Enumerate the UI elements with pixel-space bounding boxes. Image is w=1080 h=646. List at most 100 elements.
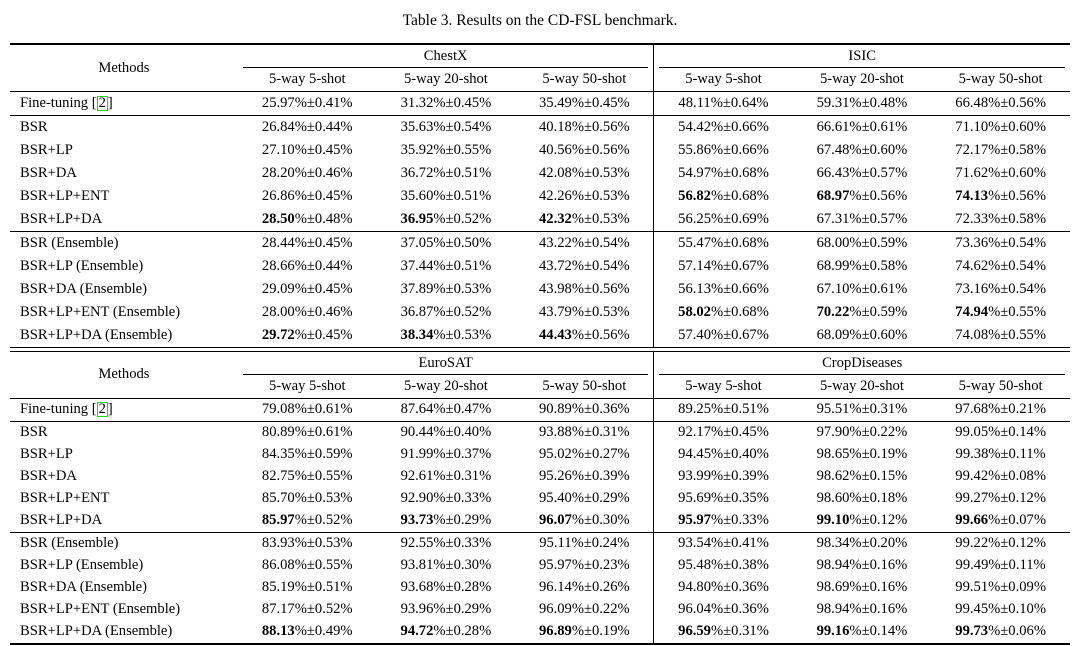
- method-label: BSR: [20, 119, 48, 135]
- result-cell: 36.95%±0.52%: [400, 211, 492, 227]
- result-cell: 29.72%±0.45%: [261, 327, 353, 343]
- citation-link[interactable]: 2: [96, 401, 108, 417]
- result-cell: 55.86%±0.66%: [678, 142, 769, 158]
- method-label: BSR+LP: [20, 142, 73, 158]
- result-cell: 96.07%±0.30%: [515, 509, 655, 532]
- result-cell: 79.08%±0.61%: [237, 398, 377, 422]
- table-row: BSR+LP 84.35%±0.59% 91.99%±0.37% 95.02%±0.2…: [10, 443, 1070, 466]
- result-cell: 56.82%±0.68%: [678, 188, 769, 204]
- shot-header: 5-way 5-shot: [237, 68, 377, 92]
- result-cell: 72.17%±0.58%: [955, 142, 1046, 158]
- result-cell: 57.14%±0.67%: [678, 258, 769, 274]
- method-label: BSR+LP+DA (Ensemble): [20, 327, 173, 343]
- method-label: BSR (Ensemble): [10, 231, 238, 255]
- result-cell: 73.36%±0.54%: [931, 231, 1070, 255]
- result-cell: 56.13%±0.66%: [678, 281, 769, 297]
- table-row: BSR+LP+DA 28.50%±0.48% 36.95%±0.52% 42.32%±…: [10, 208, 1070, 232]
- methods-header: Methods: [10, 351, 238, 399]
- result-cell: 94.45%±0.40%: [678, 446, 769, 462]
- table-row: BSR (Ensemble) 28.44%±0.45% 37.05%±0.50% 43…: [10, 231, 1070, 255]
- result-cell: 91.99%±0.37%: [400, 446, 492, 462]
- result-cell: 25.97%±0.41%: [237, 91, 377, 116]
- result-cell: 99.45%±0.10%: [955, 601, 1046, 617]
- method-label: Fine-tuning [2]: [10, 398, 238, 422]
- result-cell: 95.26%±0.39%: [515, 465, 655, 488]
- method-label: BSR+DA: [20, 468, 77, 484]
- result-cell: 66.61%±0.61%: [816, 119, 908, 135]
- dataset-header-chestx: ChestX: [237, 44, 655, 68]
- result-cell: 98.65%±0.19%: [816, 446, 908, 462]
- table-row: BSR+LP+ENT (Ensemble) 87.17%±0.52% 93.96%±…: [10, 598, 1070, 621]
- result-cell: 99.27%±0.12%: [955, 490, 1046, 506]
- result-cell: 89.25%±0.51%: [653, 398, 793, 422]
- result-cell: 99.22%±0.12%: [931, 531, 1070, 555]
- result-cell: 42.08%±0.53%: [515, 162, 655, 185]
- results-table-bottom: Methods EuroSAT CropDiseases 5-way 5-sho…: [10, 350, 1070, 645]
- result-cell: 98.69%±0.16%: [816, 579, 908, 595]
- result-cell: 72.33%±0.58%: [955, 211, 1046, 227]
- result-cell: 36.72%±0.51%: [400, 165, 492, 181]
- result-cell: 56.25%±0.69%: [678, 211, 769, 227]
- result-cell: 71.10%±0.60%: [955, 119, 1046, 135]
- result-cell: 93.88%±0.31%: [515, 421, 655, 444]
- result-cell: 68.00%±0.59%: [792, 231, 932, 255]
- result-cell: 98.94%±0.16%: [816, 601, 908, 617]
- result-cell: 92.90%±0.33%: [400, 490, 492, 506]
- shot-header: 5-way 50-shot: [515, 374, 655, 399]
- table-row: BSR+LP+ENT 26.86%±0.45% 35.60%±0.51% 42.26%…: [10, 185, 1070, 208]
- result-cell: 93.96%±0.29%: [400, 601, 492, 617]
- results-tables: Methods ChestX ISIC 5-way 5-shot 5-way 2…: [10, 43, 1070, 645]
- method-label: Fine-tuning [2]: [10, 91, 238, 116]
- result-cell: 85.19%±0.51%: [261, 579, 353, 595]
- table-row: BSR+DA 82.75%±0.55% 92.61%±0.31% 95.26%±0.3…: [10, 465, 1070, 488]
- method-label: BSR+DA: [20, 165, 77, 181]
- table-row: BSR (Ensemble) 83.93%±0.53% 92.55%±0.33% 95…: [10, 531, 1070, 555]
- result-cell: 43.22%±0.54%: [515, 231, 655, 255]
- result-cell: 35.49%±0.45%: [515, 91, 655, 116]
- result-cell: 87.17%±0.52%: [261, 601, 353, 617]
- table-row: BSR+LP+ENT (Ensemble) 28.00%±0.46% 36.87%±…: [10, 301, 1070, 324]
- result-cell: 99.16%±0.14%: [816, 623, 908, 639]
- shot-header: 5-way 5-shot: [653, 68, 793, 92]
- result-cell: 73.16%±0.54%: [955, 281, 1046, 297]
- result-cell: 26.86%±0.45%: [261, 188, 353, 204]
- result-cell: 93.99%±0.39%: [678, 468, 769, 484]
- result-cell: 31.32%±0.45%: [376, 91, 516, 116]
- result-cell: 66.43%±0.57%: [816, 165, 908, 181]
- result-cell: 99.05%±0.14%: [955, 424, 1046, 440]
- result-cell: 66.48%±0.56%: [931, 91, 1070, 116]
- shot-header-row: 5-way 5-shot 5-way 20-shot 5-way 50-shot…: [10, 374, 1070, 399]
- table-row: BSR 80.89%±0.61% 90.44%±0.40% 93.88%±0.31% 9…: [10, 421, 1070, 444]
- result-cell: 99.10%±0.12%: [816, 512, 908, 528]
- result-cell: 38.34%±0.53%: [400, 327, 492, 343]
- citation-link[interactable]: 2: [96, 95, 108, 111]
- result-cell: 43.98%±0.56%: [515, 278, 655, 301]
- shot-header: 5-way 20-shot: [792, 374, 932, 399]
- method-label: BSR+LP+DA: [20, 512, 103, 528]
- result-cell: 35.60%±0.51%: [400, 188, 492, 204]
- result-cell: 54.42%±0.66%: [678, 119, 769, 135]
- result-cell: 40.56%±0.56%: [515, 139, 655, 162]
- result-cell: 85.97%±0.52%: [261, 512, 353, 528]
- result-cell: 99.51%±0.09%: [955, 579, 1046, 595]
- method-label: BSR+LP (Ensemble): [20, 557, 144, 573]
- shot-header: 5-way 50-shot: [931, 374, 1070, 399]
- result-cell: 97.90%±0.22%: [816, 424, 908, 440]
- table-row: BSR+DA 28.20%±0.46% 36.72%±0.51% 42.08%±0.5…: [10, 162, 1070, 185]
- result-cell: 28.00%±0.46%: [261, 304, 353, 320]
- result-cell: 82.75%±0.55%: [261, 468, 353, 484]
- result-cell: 59.31%±0.48%: [792, 91, 932, 116]
- result-cell: 90.89%±0.36%: [515, 398, 655, 422]
- result-cell: 43.79%±0.53%: [515, 301, 655, 324]
- result-cell: 99.66%±0.07%: [955, 512, 1046, 528]
- method-label: BSR+LP+ENT: [20, 188, 110, 204]
- result-cell: 74.13%±0.56%: [955, 188, 1046, 204]
- method-label: BSR+DA (Ensemble): [20, 579, 148, 595]
- result-cell: 67.31%±0.57%: [816, 211, 908, 227]
- result-cell: 54.97%±0.68%: [678, 165, 769, 181]
- shot-header: 5-way 5-shot: [237, 374, 377, 399]
- result-cell: 95.51%±0.31%: [792, 398, 932, 422]
- table-row: BSR+DA (Ensemble) 85.19%±0.51% 93.68%±0.28…: [10, 576, 1070, 599]
- result-cell: 95.97%±0.33%: [678, 512, 769, 528]
- result-cell: 93.68%±0.28%: [400, 579, 492, 595]
